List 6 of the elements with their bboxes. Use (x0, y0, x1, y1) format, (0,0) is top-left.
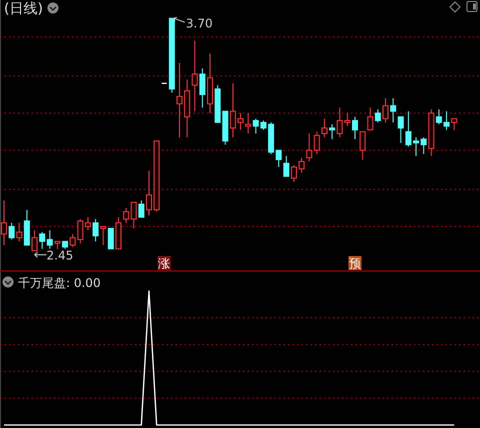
chart-title: 千万尾盘: 0.00 (18, 276, 101, 290)
text: 预 (348, 256, 361, 270)
annotation: 3.70 (186, 16, 213, 30)
annotation: 2.45 (46, 248, 74, 263)
chart-title: (日线) (4, 1, 43, 17)
text: 涨 (158, 256, 170, 270)
